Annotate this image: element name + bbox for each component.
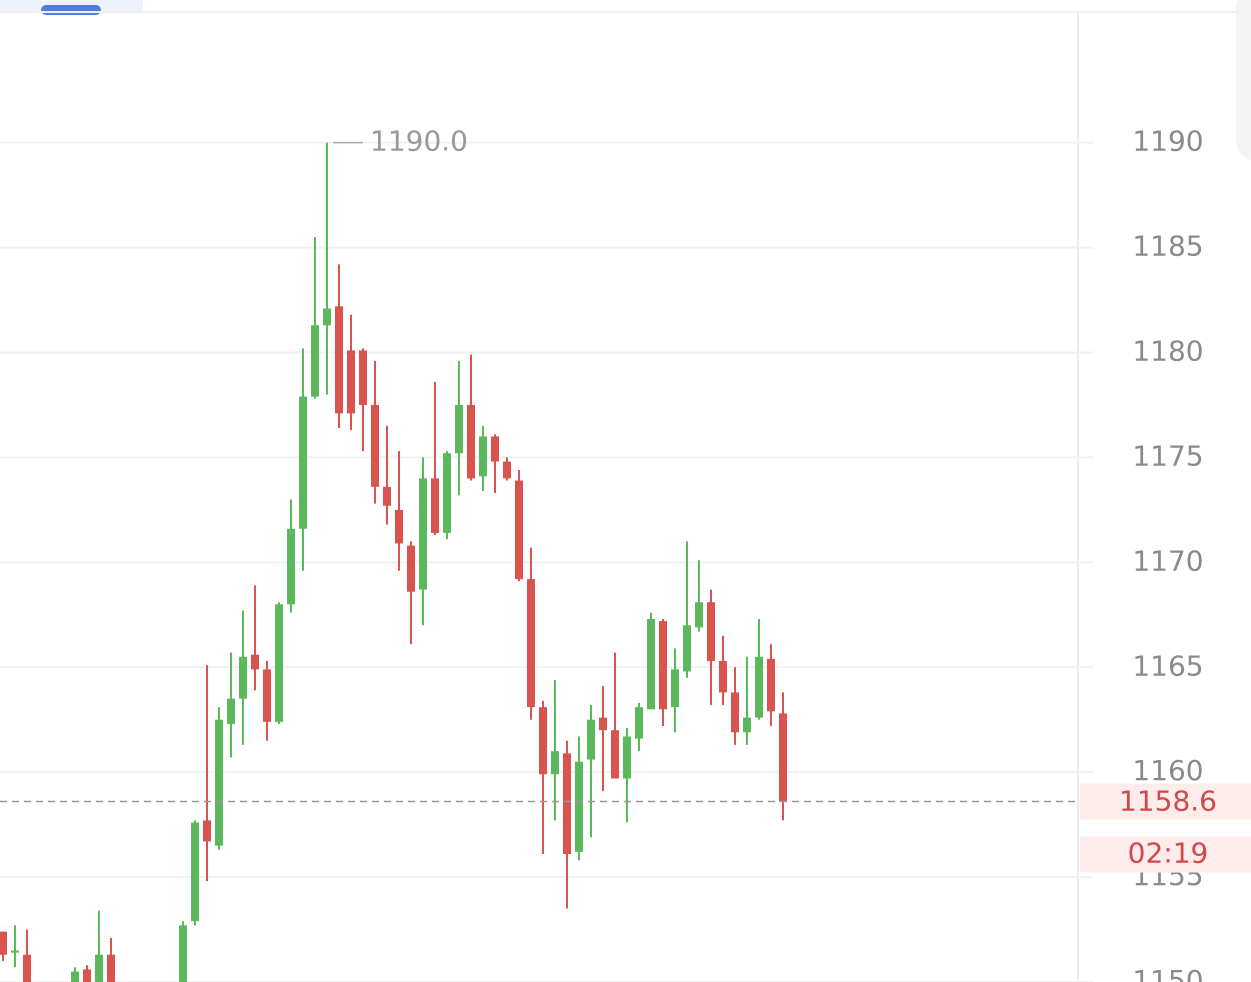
y-tick-label: 1180 <box>1132 335 1203 368</box>
candle-body <box>299 396 307 529</box>
candle-body <box>179 925 187 982</box>
candle-body <box>671 669 679 708</box>
y-tick-label: 1150 <box>1132 964 1203 982</box>
candle-body <box>611 730 619 779</box>
candle-body <box>743 717 751 733</box>
candle-body <box>431 478 439 533</box>
candle-body <box>599 717 607 731</box>
candle-body <box>251 654 259 670</box>
last-price-label: 1158.6 <box>1119 785 1217 818</box>
candle-body <box>479 436 487 477</box>
side-panel-edge <box>1236 0 1251 160</box>
candle-body <box>455 404 463 454</box>
candle-body <box>539 707 547 775</box>
candle-body <box>23 954 31 982</box>
candle-body <box>695 602 703 628</box>
candle-body <box>311 325 319 397</box>
y-tick-label: 1160 <box>1132 754 1203 787</box>
candle-body <box>755 656 763 718</box>
candle-body <box>515 480 523 580</box>
candle-body <box>371 404 379 487</box>
candle-body <box>323 308 331 326</box>
candle-body <box>635 707 643 739</box>
countdown-box <box>1080 836 1251 873</box>
y-tick-label: 1185 <box>1132 230 1203 263</box>
active-tab[interactable] <box>41 5 101 15</box>
candle-body <box>359 350 367 405</box>
y-tick-label: 1190 <box>1132 125 1203 158</box>
candle-body <box>107 954 115 982</box>
candle-body <box>623 736 631 779</box>
candle-body <box>491 436 499 462</box>
candle-body <box>407 545 415 592</box>
candle-body <box>239 656 247 699</box>
candle-body <box>275 604 283 722</box>
candle-body <box>467 404 475 479</box>
candle-body <box>587 719 595 760</box>
candle-body <box>659 621 667 710</box>
candle-body <box>779 713 787 802</box>
candle-body <box>707 602 715 661</box>
candle-body <box>443 453 451 533</box>
candle-body <box>335 306 343 414</box>
candle-body <box>0 931 7 955</box>
candle-body <box>527 579 535 708</box>
candle-body <box>551 751 559 775</box>
candle-body <box>83 969 91 982</box>
candle-body <box>731 692 739 733</box>
candle-body <box>683 625 691 672</box>
high-annotation-label: 1190.0 <box>370 125 468 158</box>
last-price-box <box>1080 783 1251 820</box>
y-tick-label: 1175 <box>1132 439 1203 472</box>
y-tick-label: 1170 <box>1132 544 1203 577</box>
candle-body <box>71 971 79 982</box>
candle-body <box>419 478 427 590</box>
candle-body <box>719 660 727 693</box>
candle-body <box>395 509 403 544</box>
candle-body <box>503 461 511 479</box>
candle-body <box>203 820 211 842</box>
y-tick-label: 1165 <box>1132 649 1203 682</box>
candle-body <box>563 753 571 855</box>
candle-body <box>191 822 199 922</box>
candle-body <box>215 719 223 846</box>
candle-body <box>383 486 391 506</box>
candle-body <box>11 950 19 953</box>
candle-body <box>575 761 583 852</box>
candle-body <box>347 350 355 414</box>
candles <box>0 142 787 982</box>
candle-body <box>647 618 655 710</box>
candle-body <box>263 669 271 722</box>
countdown-label: 02:19 <box>1128 837 1209 870</box>
candle-body <box>767 658 775 712</box>
candle-body <box>95 954 103 982</box>
candle-body <box>227 698 235 724</box>
overlay: 1190.0 1158.6 02:19 <box>0 125 1251 873</box>
candle-body <box>287 528 295 605</box>
